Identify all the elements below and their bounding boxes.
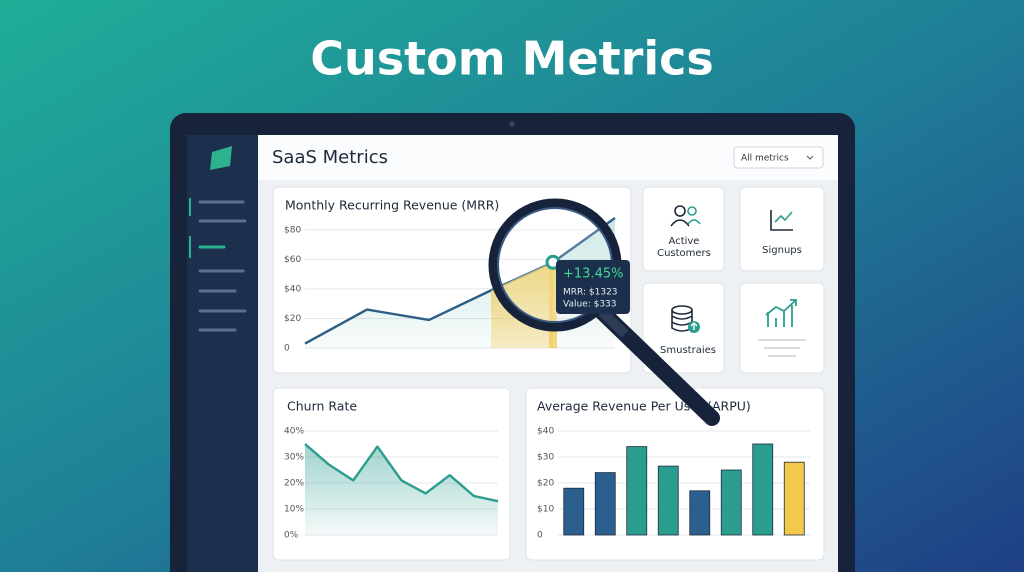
y-tick-label: 0 (284, 344, 290, 354)
bar (720, 469, 742, 536)
bar (594, 472, 616, 536)
magnifier[interactable]: +13.45% MRR: $1323 Value: $333 (488, 198, 720, 426)
dropdown-arrow (806, 155, 814, 160)
y-tick-label: $80 (284, 225, 301, 235)
tile[interactable] (739, 186, 825, 272)
bar (783, 461, 805, 536)
icon-growth (765, 299, 797, 327)
app-title: SaaS Metrics (272, 147, 388, 168)
y-tick-label: $20 (537, 479, 554, 489)
icon-signups (770, 210, 793, 231)
chart: Churn Rate 40% 30% 20% 10% 0% (284, 399, 499, 541)
filter-dropdown[interactable] (733, 146, 824, 169)
bar (563, 487, 585, 536)
y-tick-label: $60 (284, 255, 301, 265)
y-tick-label: 30% (284, 453, 304, 463)
y-tick-label: 40% (284, 427, 304, 437)
tooltip-text: Value: $333 (563, 300, 617, 310)
tile[interactable] (739, 282, 825, 374)
y-tick-label: $40 (537, 427, 554, 437)
y-tick-label: 10% (284, 505, 304, 515)
chart-title: Churn Rate (287, 399, 357, 414)
camera (509, 121, 515, 127)
bar (657, 465, 679, 536)
chart-title: Average Revenue Per User (ARPU) (537, 399, 751, 414)
tile-label: Signups (762, 245, 802, 256)
icon-customers (670, 205, 701, 227)
chart: Average Revenue Per User (ARPU) $40 $30 $20… (537, 399, 810, 541)
y-tick-label: $10 (537, 505, 554, 515)
line (304, 216, 616, 345)
placeholder-lines (758, 339, 806, 357)
tile-label: Active (669, 236, 700, 247)
tile-label: Customers (657, 248, 711, 259)
headline: Custom Metrics (310, 32, 714, 86)
tooltip-text: +13.45% (563, 267, 623, 282)
nav-indicator (189, 198, 191, 216)
y-tick-label: $20 (284, 314, 301, 324)
tile-label: Smustraies (660, 345, 716, 356)
area (305, 444, 498, 535)
bar (626, 446, 648, 536)
tile[interactable] (642, 186, 725, 272)
chart-title: Monthly Recurring Revenue (MRR) (285, 198, 499, 213)
filter-label: All metrics (741, 154, 789, 164)
tooltip-text: MRR: $1323 (563, 288, 618, 298)
y-tick-label: $30 (537, 453, 554, 463)
nav-indicator (189, 236, 191, 258)
line (304, 443, 499, 503)
y-tick-label: 0% (284, 531, 299, 541)
tile[interactable] (642, 282, 725, 374)
y-tick-label: 20% (284, 479, 304, 489)
sidebar (187, 135, 258, 572)
y-tick-label: 0 (537, 531, 543, 541)
y-tick-label: $40 (284, 284, 301, 294)
icon-arrow (690, 322, 698, 330)
tooltip (556, 260, 630, 314)
bar (689, 490, 711, 536)
bar (752, 443, 774, 536)
nav (198, 200, 247, 332)
logo (210, 146, 232, 170)
